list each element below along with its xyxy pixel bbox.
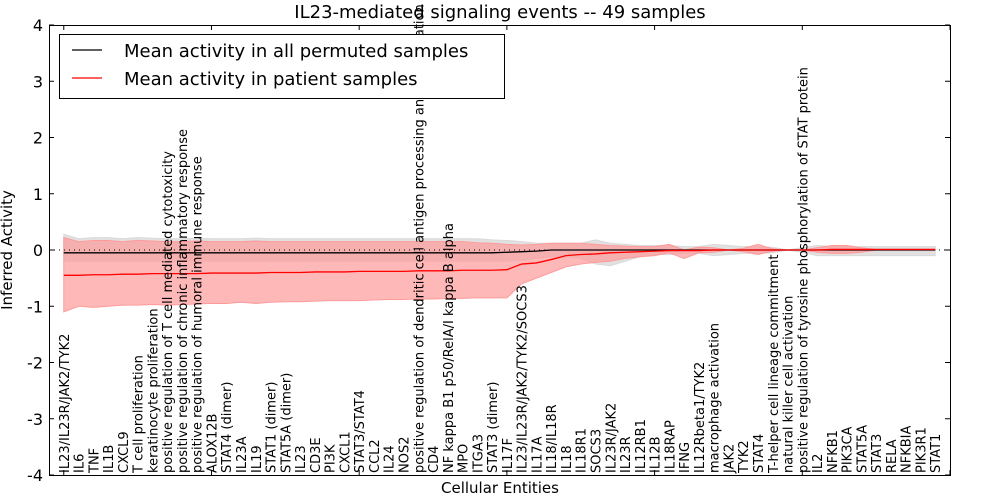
x-tick-label: STAT4 (dimer) <box>220 382 235 473</box>
x-tick-label: STAT1 <box>929 434 944 473</box>
x-tick-label: TNF <box>87 448 102 474</box>
x-tick-label: natural killer cell activation <box>782 296 797 473</box>
x-tick-label: IL12Rbeta1/TYK2 <box>693 362 708 473</box>
x-tick-label: IL23/IL23R/JAK2/TYK2/SOCS3 <box>516 285 531 473</box>
x-tick-label: STAT3/STAT4 <box>353 390 368 473</box>
x-tick-label: NOS2 <box>397 437 412 473</box>
x-tick-label: JAK2 <box>722 444 737 474</box>
x-tick-label: IL17A <box>530 436 545 473</box>
x-tick-label: CD3E <box>309 437 324 473</box>
x-tick-label: IL18R1 <box>575 428 590 473</box>
y-tick-label: 3 <box>33 72 43 91</box>
x-tick-label: STAT3 (dimer) <box>486 382 501 473</box>
y-axis-label: Inferred Activity <box>0 190 16 310</box>
x-tick-label: ALOX12B <box>205 414 220 473</box>
x-tick-label: PIK3R1 <box>914 427 929 473</box>
x-tick-label: IL12B <box>649 436 664 473</box>
patient-mean-line <box>63 248 936 276</box>
y-tick-label: 2 <box>33 129 43 148</box>
x-tick-label: IL23A <box>235 436 250 473</box>
chart-title: IL23-mediated signaling events -- 49 sam… <box>294 2 705 23</box>
y-axis-ticks: -4 -3 -2 -1 0 1 2 3 4 <box>27 16 951 485</box>
x-tick-label: STAT1 (dimer) <box>265 382 280 473</box>
x-tick-label: positive regulation of tyrosine phosphor… <box>796 67 811 473</box>
x-tick-labels: IL23/IL23R/JAK2/TYK2 IL6 TNF IL1B CXCL9 T cel… <box>58 4 944 474</box>
x-tick-label: IL2 <box>811 454 826 473</box>
x-tick-label: IL23 <box>294 445 309 473</box>
legend-label-permuted: Mean activity in all permuted samples <box>124 41 468 62</box>
x-tick-label: IL23/IL23R/JAK2/TYK2 <box>58 334 73 473</box>
x-tick-label: IL23R <box>619 436 634 473</box>
series-lines <box>63 248 936 276</box>
legend-label-patient: Mean activity in patient samples <box>124 69 418 90</box>
x-tick-label: IL17F <box>501 438 516 473</box>
x-tick-label: IL1B <box>102 445 117 473</box>
x-tick-label: CD4 <box>427 446 442 473</box>
x-tick-label: STAT4 <box>752 434 767 473</box>
x-tick-label: IL23R/JAK2 <box>604 403 619 473</box>
x-tick-label: CXCL1 <box>338 431 353 473</box>
y-tick-label: -2 <box>27 354 43 373</box>
x-tick-label: positive regulation of humoral immune re… <box>191 156 206 473</box>
y-tick-label: -4 <box>27 466 43 485</box>
x-tick-label: IL24 <box>383 445 398 473</box>
legend-box <box>59 34 505 99</box>
y-tick-label: 4 <box>33 16 43 35</box>
x-tick-label: IL18RAP <box>663 420 678 473</box>
x-tick-label: CCL2 <box>368 439 383 473</box>
x-tick-label: IL18 <box>560 445 575 473</box>
y-tick-label: 0 <box>33 241 43 260</box>
x-tick-label: STAT5A <box>855 425 870 473</box>
x-tick-label: IFNG <box>678 442 693 473</box>
x-tick-label: keratinocyte proliferation <box>146 308 161 473</box>
x-tick-label: T cell proliferation <box>132 355 147 474</box>
x-tick-label: IL19 <box>250 445 265 473</box>
legend: Mean activity in all permuted samples Me… <box>59 34 505 99</box>
x-tick-label: positive regulation of dendritic cell an… <box>412 4 427 473</box>
x-tick-label: RELA <box>885 439 900 473</box>
x-axis-label: Cellular Entities <box>441 479 559 497</box>
x-tick-label: IL12RB1 <box>634 419 649 473</box>
x-tick-label: PI3K <box>324 444 339 473</box>
x-tick-label: positive regulation of T cell mediated c… <box>161 151 176 473</box>
x-tick-label: SOCS3 <box>590 429 605 473</box>
y-tick-label: -1 <box>27 297 43 316</box>
x-tick-label: T-helper cell lineage commitment <box>767 255 782 474</box>
x-tick-label: STAT3 <box>870 434 885 473</box>
x-tick-label: PIK3CA <box>841 426 856 473</box>
x-tick-label: IL6 <box>73 454 88 473</box>
x-tick-label: NFKBIA <box>900 426 915 473</box>
x-tick-label: STAT5A (dimer) <box>279 373 294 473</box>
x-tick-label: NF kappa B1 p50/RelA/I kappa B alpha <box>442 223 457 473</box>
x-tick-label: positive regulation of chronic inflammat… <box>176 129 191 473</box>
x-tick-label: MPO <box>457 444 472 473</box>
x-tick-label: NFKB1 <box>826 430 841 473</box>
y-tick-label: -3 <box>27 410 43 429</box>
y-tick-label: 1 <box>33 185 43 204</box>
x-tick-label: macrophage activation <box>708 323 723 473</box>
x-tick-label: CXCL9 <box>117 431 132 473</box>
x-tick-label: TYK2 <box>737 440 752 474</box>
x-tick-label: IL18/IL18R <box>545 404 560 473</box>
x-tick-label: ITGA3 <box>471 434 486 473</box>
